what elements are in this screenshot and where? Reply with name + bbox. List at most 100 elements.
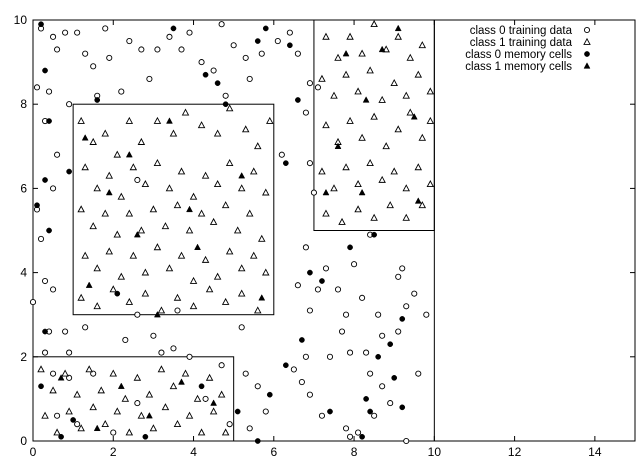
data-point — [93, 302, 101, 310]
data-point — [62, 29, 69, 36]
data-point — [249, 251, 258, 259]
legend-marker — [583, 26, 591, 34]
data-point — [237, 264, 246, 272]
data-point — [342, 49, 350, 57]
data-point — [46, 227, 52, 234]
data-point — [77, 116, 85, 124]
data-point — [418, 133, 427, 141]
data-point — [322, 32, 330, 40]
data-point — [202, 71, 209, 78]
data-point — [42, 328, 48, 335]
data-point — [209, 407, 218, 415]
data-point — [194, 243, 201, 250]
data-point — [158, 349, 165, 356]
data-point — [54, 412, 61, 419]
data-point — [363, 349, 370, 356]
data-point — [221, 201, 230, 209]
data-point — [258, 294, 266, 301]
data-point — [134, 176, 141, 184]
data-point — [302, 244, 309, 251]
data-point — [322, 188, 330, 196]
data-point — [302, 353, 309, 360]
data-point — [82, 324, 89, 331]
x-tick-label: 0 — [30, 445, 37, 459]
data-point — [406, 53, 415, 61]
data-point — [214, 80, 221, 87]
data-point — [197, 121, 206, 129]
x-tick-label: 4 — [190, 445, 197, 459]
data-point — [426, 180, 435, 188]
y-tick-label: 8 — [20, 97, 27, 111]
data-point — [359, 294, 366, 301]
data-point — [254, 38, 261, 44]
data-point — [354, 180, 362, 188]
legend-marker — [583, 37, 591, 45]
data-point — [101, 129, 109, 137]
data-point — [166, 117, 173, 124]
data-point — [253, 142, 262, 150]
data-point — [367, 370, 374, 377]
x-tick-label: 6 — [270, 445, 277, 459]
data-point — [125, 116, 134, 124]
x-tick-label: 10 — [428, 445, 442, 459]
data-point — [173, 201, 182, 209]
data-point — [201, 171, 210, 179]
data-point — [50, 185, 57, 192]
data-point — [354, 87, 362, 95]
data-point — [85, 281, 93, 288]
data-point — [362, 96, 370, 103]
series-3 — [57, 24, 422, 432]
data-point — [371, 412, 378, 419]
data-point — [54, 46, 61, 53]
data-point — [222, 101, 229, 108]
data-point — [189, 276, 198, 284]
data-point — [29, 299, 37, 306]
data-point — [237, 289, 246, 297]
data-point — [386, 201, 394, 209]
data-point — [266, 391, 273, 398]
data-point — [157, 365, 166, 373]
legend-label: class 1 memory cells — [465, 61, 572, 73]
data-point — [390, 78, 398, 87]
data-point — [181, 369, 190, 377]
data-point — [370, 112, 378, 120]
data-point — [141, 289, 150, 297]
legend-label: class 1 training data — [470, 37, 573, 49]
data-point — [334, 142, 342, 149]
data-point — [134, 311, 141, 318]
data-point — [310, 189, 317, 196]
data-point — [351, 261, 358, 268]
legend-marker — [583, 62, 591, 69]
data-point — [186, 205, 193, 213]
data-point — [394, 125, 402, 133]
data-point — [117, 192, 126, 200]
data-point — [249, 167, 258, 175]
data-point — [161, 403, 170, 411]
data-point — [90, 63, 97, 70]
data-point — [210, 399, 218, 406]
data-point — [169, 382, 178, 390]
data-point — [149, 205, 158, 213]
data-point — [426, 116, 435, 124]
data-point — [278, 151, 285, 158]
data-point — [125, 428, 134, 436]
data-point — [201, 255, 210, 263]
legend-label: class 0 training data — [470, 25, 573, 37]
data-point — [342, 70, 350, 78]
data-point — [378, 95, 386, 103]
x-tick-label: 2 — [110, 445, 117, 459]
data-point — [85, 365, 93, 373]
y-axis-ticks: 0 2 4 6 8 10 — [14, 13, 635, 448]
data-point — [395, 273, 402, 280]
data-point — [113, 150, 122, 158]
data-point — [134, 400, 141, 407]
data-point — [121, 394, 130, 402]
data-point — [318, 412, 326, 419]
data-point — [242, 54, 249, 61]
data-point — [185, 411, 194, 419]
data-point — [342, 425, 350, 432]
data-point — [137, 411, 146, 419]
data-point — [230, 42, 237, 49]
data-point — [225, 158, 234, 166]
